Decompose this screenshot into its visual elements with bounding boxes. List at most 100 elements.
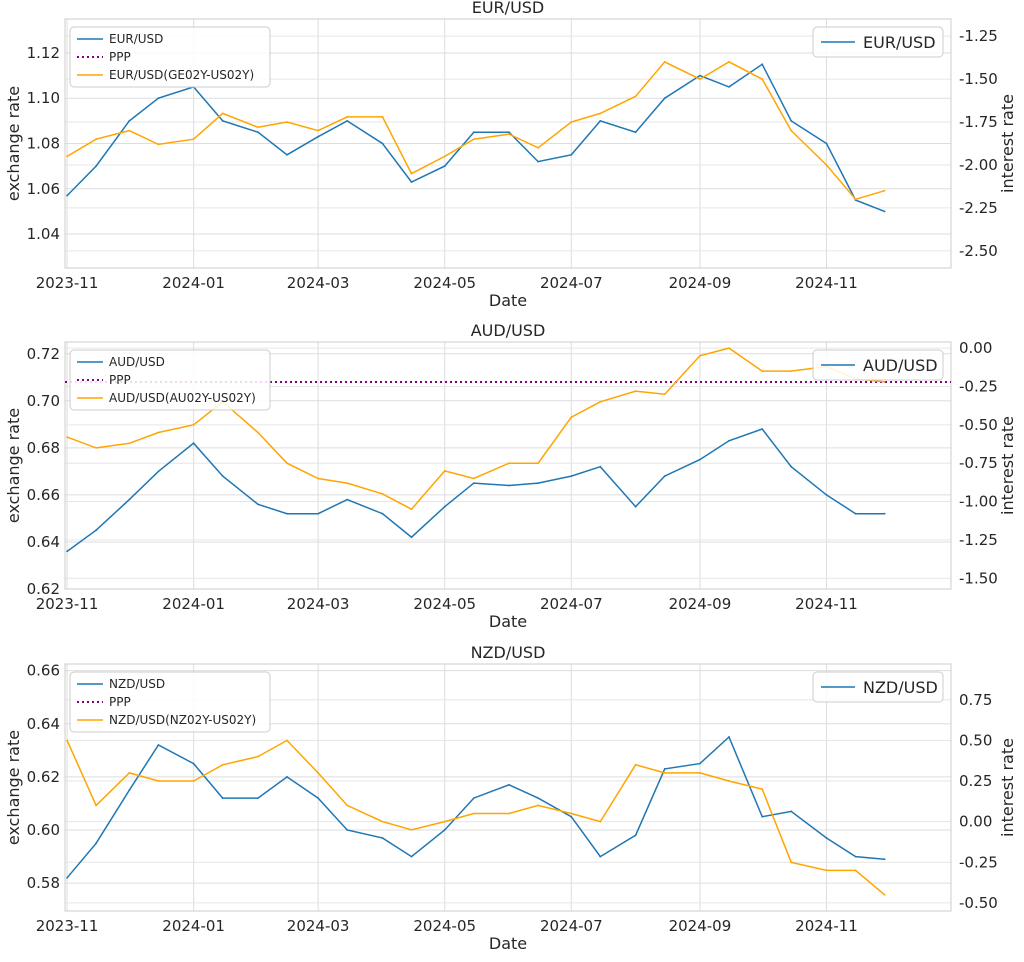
- data-point: [410, 536, 413, 539]
- y-tick-label-left: 0.66: [27, 662, 60, 680]
- data-point: [410, 172, 413, 175]
- x-tick-label: 2024-01: [162, 917, 225, 935]
- subplot-0: EUR/USD 2023-11 2024-01 2024-03 2024-05 2024-…: [4, 0, 1017, 310]
- data-point: [883, 512, 886, 515]
- data-point: [192, 780, 195, 782]
- data-point: [472, 477, 475, 480]
- data-point: [317, 129, 319, 132]
- y-tick-label-right: -2.00: [959, 156, 998, 174]
- y-tick-label-right: 0.25: [959, 772, 992, 790]
- x-tick-label: 2024-11: [795, 595, 858, 613]
- x-tick-label: 2024-07: [540, 274, 603, 292]
- data-point: [761, 428, 764, 430]
- x-tick-label: 2024-09: [669, 274, 732, 292]
- y-tick-label-right: 0.75: [959, 691, 992, 709]
- legend-left: AUD/USD PPP AUD/USD(AU02Y-US02Y): [69, 349, 271, 411]
- x-tick-label: 2024-03: [287, 917, 350, 935]
- y-tick-label-left: 0.60: [27, 821, 60, 839]
- y-tick-label-right: -0.50: [959, 416, 998, 434]
- data-point: [570, 815, 573, 818]
- data-point: [66, 155, 68, 158]
- data-point: [157, 431, 160, 434]
- y-axis-label-right: interest rate: [998, 738, 1017, 837]
- data-point: [128, 789, 131, 792]
- data-point: [699, 74, 701, 77]
- x-tick-label: 2024-11: [795, 274, 858, 292]
- data-point: [883, 893, 886, 896]
- data-point: [634, 763, 637, 766]
- data-point: [790, 120, 793, 122]
- legend-entry: AUD/USD: [109, 355, 165, 369]
- data-point: [699, 78, 701, 80]
- y-tick-label-left: 0.64: [27, 715, 60, 733]
- data-point: [317, 512, 319, 515]
- data-point: [508, 131, 510, 134]
- legend-entry: EUR/USD: [109, 32, 163, 46]
- y-axis-label-left: exchange rate: [4, 408, 23, 523]
- y-tick-label-left: 1.08: [27, 135, 60, 153]
- x-tick-label: 2024-09: [669, 595, 732, 613]
- data-point: [570, 812, 573, 815]
- y-tick-label-left: 0.70: [27, 392, 60, 410]
- data-point: [761, 370, 764, 372]
- y-tick-label-right: -0.25: [959, 377, 998, 395]
- data-point: [381, 837, 384, 839]
- data-point: [537, 482, 539, 484]
- legend-entry: NZD/USD(NZ02Y-US02Y): [109, 713, 256, 727]
- data-point: [728, 439, 730, 442]
- data-point: [634, 505, 637, 508]
- legend-entry: PPP: [109, 695, 131, 709]
- data-point: [286, 462, 288, 465]
- legend-box: [69, 26, 271, 88]
- data-point: [883, 858, 886, 861]
- data-point: [472, 797, 475, 799]
- y-tick-label-left: 0.62: [27, 768, 60, 786]
- data-point: [825, 494, 828, 496]
- data-point: [128, 498, 131, 501]
- data-point: [790, 861, 793, 864]
- data-point: [381, 512, 384, 515]
- legend-box: [69, 671, 271, 733]
- data-point: [346, 116, 349, 118]
- data-point: [221, 112, 224, 115]
- data-point: [95, 804, 97, 807]
- data-point: [728, 86, 730, 88]
- data-point: [257, 797, 259, 799]
- data-point: [472, 131, 475, 134]
- data-point: [443, 829, 446, 831]
- data-point: [95, 529, 97, 532]
- data-point: [346, 482, 349, 484]
- data-point: [728, 780, 730, 782]
- data-point: [381, 493, 384, 495]
- legend-box: [69, 349, 271, 411]
- data-point: [570, 475, 573, 477]
- data-point: [728, 736, 730, 738]
- data-point: [663, 393, 666, 396]
- data-point: [317, 772, 319, 774]
- subplot-1: AUD/USD 2023-11 2024-01 2024-03 2024-05 2024-…: [4, 321, 1017, 631]
- data-point: [317, 477, 319, 480]
- data-point: [472, 482, 475, 484]
- data-point: [221, 763, 224, 766]
- data-point: [728, 347, 730, 349]
- data-point: [883, 381, 886, 383]
- data-point: [317, 797, 319, 799]
- x-tick-label: 2024-03: [287, 274, 350, 292]
- data-point: [128, 129, 131, 132]
- data-point: [825, 164, 828, 166]
- y-tick-label-left: 0.72: [27, 345, 60, 363]
- y-tick-label-left: 0.66: [27, 486, 60, 504]
- data-point: [95, 842, 97, 845]
- y-tick-label-right: -0.75: [959, 454, 998, 472]
- y-tick-label-right: -0.50: [959, 894, 998, 912]
- data-point: [257, 431, 259, 434]
- data-point: [790, 370, 793, 372]
- data-point: [854, 512, 857, 515]
- data-point: [443, 155, 446, 158]
- data-point: [761, 78, 764, 80]
- data-point: [537, 160, 539, 163]
- x-tick-label: 2024-07: [540, 917, 603, 935]
- data-point: [286, 739, 288, 742]
- data-point: [570, 121, 573, 123]
